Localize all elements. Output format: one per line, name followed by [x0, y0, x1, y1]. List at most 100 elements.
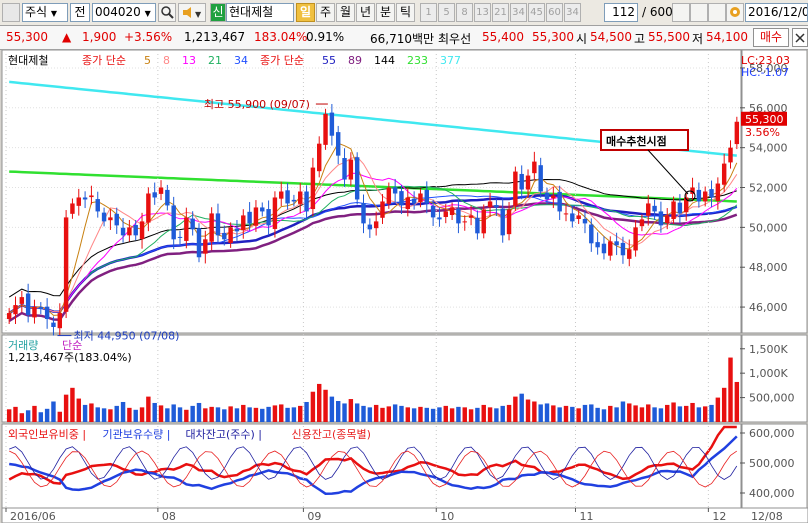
volume-bar: [449, 408, 455, 422]
y-tick-label: 52,000: [749, 182, 788, 195]
indicator-icon[interactable]: [672, 3, 690, 22]
volume-bar: [348, 399, 354, 422]
candle-body: [728, 147, 733, 163]
candle-body: [430, 205, 436, 218]
volume-bar: [291, 407, 297, 422]
volume-bar: [304, 401, 309, 422]
volume-bar: [462, 407, 467, 422]
minute-button-1[interactable]: 5: [438, 3, 455, 22]
candle-body: [361, 203, 366, 224]
volume-bar: [133, 409, 138, 422]
candle-body: [494, 205, 499, 208]
volume-bar: [373, 404, 379, 422]
volume-bar: [671, 402, 676, 422]
volume-bar: [215, 407, 221, 422]
gear-icon[interactable]: [726, 3, 744, 22]
volume-pane-axis: [741, 334, 808, 423]
volume-value: 1,213,467주(183.04%): [8, 351, 132, 364]
period-tab-3[interactable]: 년: [356, 3, 375, 22]
minute-button-6[interactable]: 45: [528, 3, 545, 22]
period-tab-1[interactable]: 주: [316, 3, 335, 22]
candle-body: [291, 199, 297, 202]
volume-bar: [646, 404, 651, 422]
minute-button-7[interactable]: 60: [546, 3, 563, 22]
candle-body: [70, 203, 75, 214]
candle-body: [25, 293, 31, 316]
buy-button[interactable]: 매수: [753, 28, 789, 47]
candle-body: [76, 197, 81, 206]
speaker-icon[interactable]: ▼: [178, 3, 206, 22]
volume-tick-label: 1,500K: [749, 343, 788, 356]
volume-bar: [380, 407, 385, 422]
price-tag-bg: [741, 111, 787, 126]
candle-body: [13, 305, 18, 315]
minute-button-3[interactable]: 13: [474, 3, 491, 22]
volume-bar: [203, 408, 208, 422]
volume-bar: [165, 408, 170, 422]
candle-body: [437, 217, 442, 220]
legend-item-2: 8: [163, 54, 170, 67]
volume-bar: [728, 357, 733, 422]
candle-body: [38, 307, 44, 310]
date-input[interactable]: 2016/12/0: [745, 3, 808, 22]
high-annotation: 최고 55,900 (09/07): [204, 98, 310, 111]
mode-select[interactable]: 전: [70, 3, 90, 22]
candle-body: [570, 213, 575, 222]
minute-button-5[interactable]: 34: [510, 3, 527, 22]
volume-bar: [285, 407, 290, 422]
candle-body: [215, 213, 221, 236]
volume-bar: [734, 381, 740, 422]
volume-tick-label: 500,000: [749, 392, 795, 405]
chart-title: 현대제철: [8, 54, 48, 67]
minute-button-2[interactable]: 8: [456, 3, 473, 22]
candle-body: [171, 205, 176, 240]
volume-bar: [228, 406, 233, 422]
period-tab-2[interactable]: 월: [336, 3, 355, 22]
legend-item-3: 13: [182, 54, 196, 67]
candle-body: [95, 199, 100, 212]
volume-bar: [538, 404, 543, 422]
menu-icon[interactable]: [2, 3, 20, 22]
volume-bar: [38, 412, 44, 422]
period-tab-0[interactable]: 일: [296, 3, 315, 22]
candle-body: [222, 232, 227, 240]
candle-body: [127, 227, 132, 236]
volume-bar: [468, 409, 474, 422]
volume-bar: [652, 407, 657, 422]
volume-bar: [411, 408, 417, 422]
minute-button-0[interactable]: 1: [420, 3, 437, 22]
candle-body: [677, 202, 683, 214]
candle-body: [702, 191, 708, 202]
period-tab-4[interactable]: 분: [376, 3, 395, 22]
volume-sub: 단순: [62, 339, 82, 352]
volume-bar: [582, 404, 588, 422]
period-tab-5[interactable]: 틱: [396, 3, 415, 22]
search-icon[interactable]: [158, 3, 176, 22]
candle-body: [684, 197, 689, 213]
volume-bar: [430, 408, 436, 422]
candle-body: [519, 173, 524, 190]
close-icon[interactable]: [792, 28, 808, 47]
candle-body: [658, 211, 664, 226]
investor-tick-label: 500,000: [749, 457, 795, 470]
code-input[interactable]: 004020 ▼: [92, 3, 156, 22]
investor-legend-1: 기관보유수량 |: [103, 428, 171, 441]
candle-body: [582, 218, 588, 224]
investor-tick-label: 600,000: [749, 427, 795, 440]
market-select[interactable]: 주식 ▼: [22, 3, 68, 22]
save-icon[interactable]: [708, 3, 726, 22]
legend-item-11: 377: [440, 54, 461, 67]
candle-body: [367, 224, 373, 230]
candle-body: [696, 189, 702, 202]
x-axis-bar: [1, 507, 808, 523]
volume-bar: [158, 405, 164, 422]
minute-button-8[interactable]: 34: [564, 3, 581, 22]
volume-bar: [152, 402, 157, 422]
chart-type-icon[interactable]: [690, 3, 708, 22]
minute-button-4[interactable]: 21: [492, 3, 509, 22]
candle-body: [665, 215, 670, 223]
name-badge: 신: [210, 3, 226, 22]
volume-bar: [633, 405, 638, 422]
count-input[interactable]: 112: [604, 3, 638, 22]
stock-chart[interactable]: 58,000 56,000 54,000 52,000 50,000 48,000 46,0…: [0, 50, 808, 523]
